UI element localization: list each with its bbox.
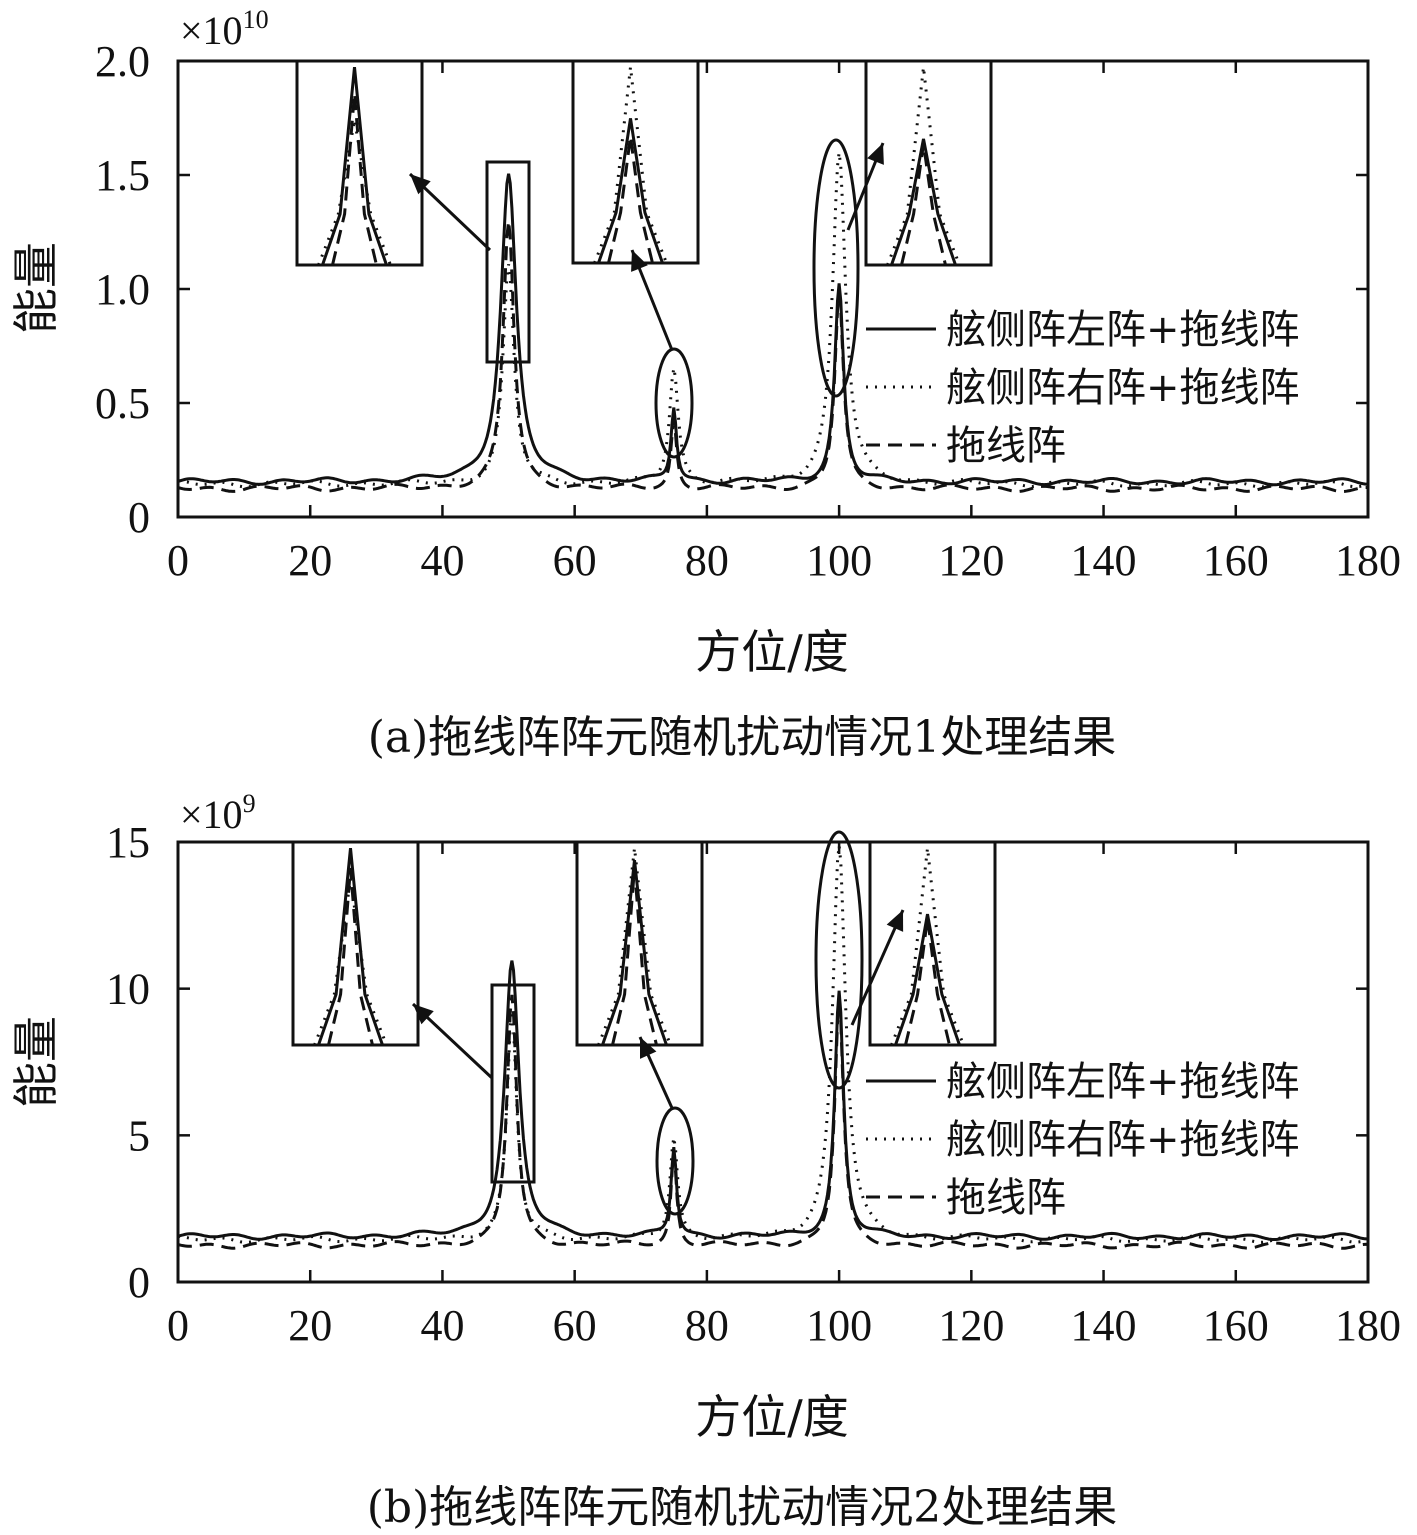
x-tick-label: 20 <box>288 536 332 585</box>
y-axis-label-a: 能量 <box>9 242 63 334</box>
axes-frame <box>176 840 1370 1284</box>
inset-line <box>597 118 664 264</box>
series-line <box>177 994 1369 1250</box>
y-tick-label: 0.5 <box>95 379 150 428</box>
caption-b: (b)拖线阵阵元随机扰动情况2处理结果 <box>367 1482 1118 1533</box>
legend-label: 舷侧阵左阵+拖线阵 <box>946 307 1300 353</box>
caption-a: (a)拖线阵阵元随机扰动情况1处理结果 <box>368 712 1117 763</box>
series-line <box>177 220 1368 493</box>
zoom-region <box>490 983 536 1184</box>
y-axis-label-b: 能量 <box>9 1016 63 1108</box>
x-tick-label: 60 <box>553 536 597 585</box>
x-axis-label-a: 方位/度 <box>695 625 849 679</box>
x-axis-label-b: 方位/度 <box>695 1390 849 1444</box>
x-tick-label: 120 <box>938 536 1004 585</box>
x-tick-label: 80 <box>685 536 729 585</box>
x-tick-label: 160 <box>1203 536 1269 585</box>
zoom-region <box>654 347 694 459</box>
x-tick-label: 140 <box>1071 536 1137 585</box>
x-tick-label: 0 <box>167 1301 189 1350</box>
x-tick-label: 0 <box>167 536 189 585</box>
inset-line <box>904 917 951 1046</box>
arrow-head <box>886 910 904 932</box>
inset-line <box>886 66 961 266</box>
x-tick-label: 100 <box>806 536 872 585</box>
inset-box <box>864 59 993 267</box>
panel-a: 0 20 40 60 80 100 120 140 160 180 0 0.5 1.0 1.5 2.0 舷侧阵… <box>9 5 1401 763</box>
y-tick-label: 1.5 <box>95 151 150 200</box>
y-tick-label: 1.0 <box>95 265 150 314</box>
zoom-region <box>814 830 864 1090</box>
legend-label: 拖线阵 <box>946 423 1066 469</box>
plot-area-a: 0 20 40 60 80 100 120 140 160 180 0 0.5 1.0 1.5 2.0 舷侧阵… <box>95 37 1401 585</box>
x-tick-label: 120 <box>938 1301 1004 1350</box>
x-tick-label: 140 <box>1071 1301 1137 1350</box>
inset-line <box>607 136 654 264</box>
y-multiplier-a: ×1010 <box>180 5 269 53</box>
inset-line <box>900 143 947 266</box>
arrow-head <box>410 174 431 195</box>
legend-label: 舷侧阵右阵+拖线阵 <box>946 1117 1300 1163</box>
legend-label: 拖线阵 <box>946 1175 1066 1221</box>
inset-line <box>593 66 668 264</box>
x-tick-label: 180 <box>1335 536 1401 585</box>
inset-line <box>894 913 961 1046</box>
legend-label: 舷侧阵左阵+拖线阵 <box>946 1059 1300 1105</box>
inset-line <box>321 66 388 266</box>
plot-area-b: 0 20 40 60 80 100 120 140 160 180 0 5 10 15 舷侧阵左阵+拖线阵舷… <box>106 818 1401 1350</box>
inset-line <box>327 867 374 1046</box>
arrow-head <box>631 250 648 272</box>
x-tick-label: 160 <box>1203 1301 1269 1350</box>
x-tick-label: 100 <box>806 1301 872 1350</box>
x-tick-label: 60 <box>553 1301 597 1350</box>
inset-box <box>571 59 700 265</box>
series-line <box>177 173 1369 487</box>
arrow-head <box>867 143 884 165</box>
series-line <box>177 960 1369 1241</box>
x-tick-label: 40 <box>420 1301 464 1350</box>
zoom-region <box>655 1106 695 1216</box>
zoom-region <box>485 160 531 364</box>
arrow-head <box>640 1037 657 1059</box>
inset-line <box>890 138 957 266</box>
x-tick-label: 20 <box>288 1301 332 1350</box>
zoom-region <box>812 138 860 398</box>
inset-line <box>331 93 378 266</box>
inset-line <box>611 868 658 1046</box>
x-tick-label: 40 <box>420 536 464 585</box>
x-tick-label: 80 <box>685 1301 729 1350</box>
y-tick-label: 2.0 <box>95 37 150 86</box>
inset-line <box>317 847 384 1046</box>
zoom-arrow <box>850 909 905 1026</box>
x-tick-label: 180 <box>1335 1301 1401 1350</box>
y-tick-label: 0 <box>128 493 150 542</box>
y-multiplier-b: ×109 <box>180 789 256 837</box>
arrow-head <box>413 1004 434 1025</box>
legend-label: 舷侧阵右阵+拖线阵 <box>946 365 1300 411</box>
y-tick-label: 5 <box>128 1111 150 1160</box>
inset-line <box>597 847 672 1046</box>
y-tick-label: 0 <box>128 1258 150 1307</box>
panel-b: 0 20 40 60 80 100 120 140 160 180 0 5 10 15 舷侧阵左阵+拖线阵舷… <box>9 789 1401 1533</box>
inset-line <box>890 847 965 1046</box>
inset-line <box>317 119 392 266</box>
y-tick-label: 15 <box>106 818 150 867</box>
y-tick-label: 10 <box>106 965 150 1014</box>
